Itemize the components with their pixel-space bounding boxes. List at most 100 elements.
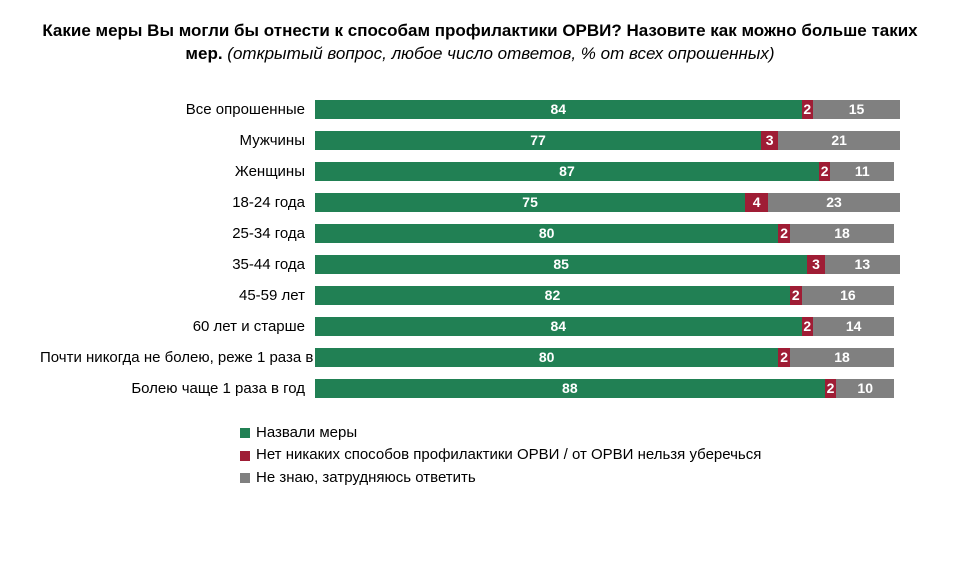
row-label: 60 лет и старше xyxy=(40,318,315,335)
bar-value: 2 xyxy=(827,380,835,396)
row-label: 18-24 года xyxy=(40,194,315,211)
row-label: 25-34 года xyxy=(40,225,315,242)
bar-segment-named: 77 xyxy=(315,131,761,150)
bar-segment-dontknow: 23 xyxy=(768,193,900,212)
bar-segment-none: 2 xyxy=(778,348,790,367)
row-label: Болею чаще 1 раза в год xyxy=(40,380,315,397)
legend: Назвали мерыНет никаких способов профила… xyxy=(30,422,930,490)
row-label: Мужчины xyxy=(40,132,315,149)
row-label: Почти никогда не болею, реже 1 раза в го… xyxy=(40,349,315,366)
bar-value: 2 xyxy=(821,163,829,179)
bar-segment-named: 84 xyxy=(315,100,802,119)
bar-segment-named: 75 xyxy=(315,193,745,212)
bar-segment-none: 2 xyxy=(819,162,831,181)
bar-value: 3 xyxy=(766,132,774,148)
bar-track: 87 2 11 xyxy=(315,162,900,181)
chart-row: Болею чаще 1 раза в год 88 2 10 xyxy=(40,373,900,404)
bar-segment-dontknow: 18 xyxy=(790,348,894,367)
legend-label: Назвали меры xyxy=(256,422,357,445)
bar-segment-dontknow: 14 xyxy=(813,317,894,336)
bar-value: 82 xyxy=(545,287,561,303)
bar-value: 84 xyxy=(550,318,566,334)
bar-value: 18 xyxy=(834,225,850,241)
row-label: 45-59 лет xyxy=(40,287,315,304)
bar-value: 15 xyxy=(849,101,865,117)
chart-row: 60 лет и старше 84 2 14 xyxy=(40,311,900,342)
legend-label: Нет никаких способов профилактики ОРВИ /… xyxy=(256,444,761,467)
bar-value: 2 xyxy=(780,225,788,241)
bar-segment-dontknow: 13 xyxy=(825,255,900,274)
chart-row: 25-34 года 80 2 18 xyxy=(40,218,900,249)
bar-segment-none: 4 xyxy=(745,193,768,212)
bar-segment-none: 2 xyxy=(778,224,790,243)
bar-segment-dontknow: 16 xyxy=(802,286,895,305)
bar-segment-dontknow: 11 xyxy=(830,162,894,181)
chart-title: Какие меры Вы могли бы отнести к способа… xyxy=(30,20,930,66)
bar-segment-named: 85 xyxy=(315,255,807,274)
bar-value: 77 xyxy=(530,132,546,148)
bar-value: 80 xyxy=(539,225,555,241)
bar-track: 85 3 13 xyxy=(315,255,900,274)
chart-container: Какие меры Вы могли бы отнести к способа… xyxy=(0,0,960,499)
bar-segment-named: 87 xyxy=(315,162,819,181)
chart-row: Все опрошенные 84 2 15 xyxy=(40,94,900,125)
bar-track: 77 3 21 xyxy=(315,131,900,150)
bar-value: 4 xyxy=(753,194,761,210)
bar-segment-dontknow: 10 xyxy=(836,379,894,398)
legend-item-dontknow: Не знаю, затрудняюсь ответить xyxy=(240,467,930,490)
row-label: Женщины xyxy=(40,163,315,180)
bar-value: 2 xyxy=(792,287,800,303)
bar-value: 23 xyxy=(826,194,842,210)
bar-segment-named: 84 xyxy=(315,317,802,336)
bar-value: 75 xyxy=(522,194,538,210)
bar-track: 84 2 15 xyxy=(315,100,900,119)
chart-area: Все опрошенные84215Мужчины77321Женщины87… xyxy=(30,94,930,404)
bar-segment-dontknow: 15 xyxy=(813,100,900,119)
bar-segment-none: 2 xyxy=(825,379,837,398)
bar-segment-named: 80 xyxy=(315,224,778,243)
bar-segment-none: 2 xyxy=(802,100,814,119)
bar-segment-none: 2 xyxy=(802,317,814,336)
bar-track: 88 2 10 xyxy=(315,379,900,398)
bar-segment-named: 82 xyxy=(315,286,790,305)
chart-row: Почти никогда не болею, реже 1 раза в го… xyxy=(40,342,900,373)
bar-value: 14 xyxy=(846,318,862,334)
row-label: Все опрошенные xyxy=(40,101,315,118)
bar-value: 18 xyxy=(834,349,850,365)
legend-label: Не знаю, затрудняюсь ответить xyxy=(256,467,476,490)
bar-value: 16 xyxy=(840,287,856,303)
chart-row: 45-59 лет 82 2 16 xyxy=(40,280,900,311)
bar-value: 10 xyxy=(857,380,873,396)
bar-track: 75 4 23 xyxy=(315,193,900,212)
bar-value: 84 xyxy=(550,101,566,117)
chart-row: Женщины 87 2 11 xyxy=(40,156,900,187)
legend-swatch-icon xyxy=(240,473,250,483)
bar-track: 80 2 18 xyxy=(315,224,900,243)
chart-row: 35-44 года 85 3 13 xyxy=(40,249,900,280)
bar-value: 88 xyxy=(562,380,578,396)
bar-value: 13 xyxy=(855,256,871,272)
legend-item-none: Нет никаких способов профилактики ОРВИ /… xyxy=(240,444,930,467)
row-label: 35-44 года xyxy=(40,256,315,273)
bar-segment-none: 2 xyxy=(790,286,802,305)
bar-segment-named: 80 xyxy=(315,348,778,367)
bar-segment-named: 88 xyxy=(315,379,825,398)
bar-track: 82 2 16 xyxy=(315,286,900,305)
bar-segment-none: 3 xyxy=(807,255,824,274)
legend-item-named: Назвали меры xyxy=(240,422,930,445)
title-italic: (открытый вопрос, любое число ответов, %… xyxy=(227,44,774,63)
bar-value: 21 xyxy=(831,132,847,148)
bar-segment-dontknow: 18 xyxy=(790,224,894,243)
bar-track: 84 2 14 xyxy=(315,317,900,336)
bar-track: 80 2 18 xyxy=(315,348,900,367)
legend-swatch-icon xyxy=(240,451,250,461)
legend-swatch-icon xyxy=(240,428,250,438)
bar-value: 80 xyxy=(539,349,555,365)
chart-row: 18-24 года 75 4 23 xyxy=(40,187,900,218)
bar-value: 85 xyxy=(553,256,569,272)
bar-value: 87 xyxy=(559,163,575,179)
bar-value: 3 xyxy=(812,256,820,272)
bar-value: 2 xyxy=(803,318,811,334)
bar-segment-none: 3 xyxy=(761,131,778,150)
bar-value: 11 xyxy=(855,163,870,179)
